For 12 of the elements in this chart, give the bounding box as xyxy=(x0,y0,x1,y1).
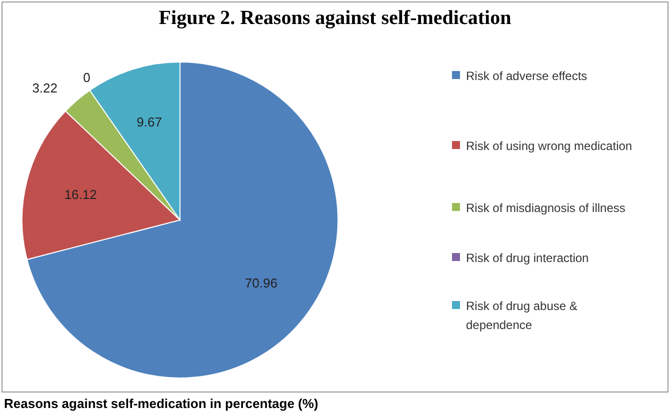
legend-label: Risk of adverse effects xyxy=(466,69,588,83)
legend-label: Risk of drug interaction xyxy=(466,251,589,265)
text: 0 xyxy=(83,70,90,85)
data-label: 16.12 xyxy=(64,186,97,202)
data-label: 9.67 xyxy=(136,114,162,130)
chart-title: Figure 2. Reasons against self-medication xyxy=(158,7,512,29)
data-label: 3.22 xyxy=(32,80,58,96)
legend-label: Risk of using wrong medication xyxy=(466,139,632,153)
legend-label: Risk of drug abuse & dependence xyxy=(466,299,578,332)
text: Reasons against self-medication in percentage (%) xyxy=(4,396,318,411)
data-label: 70.96 xyxy=(244,275,278,290)
legend-label: Risk of misdiagnosis of illness xyxy=(466,201,626,215)
